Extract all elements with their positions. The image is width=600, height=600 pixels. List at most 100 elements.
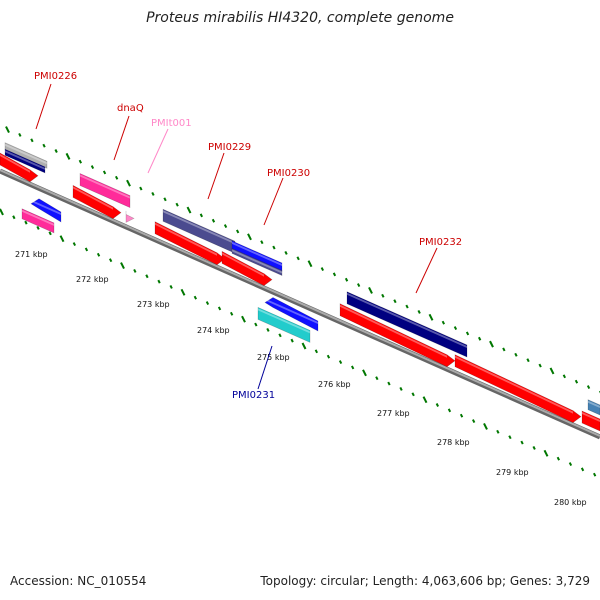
tick-label-278: 278 kbp	[437, 438, 470, 447]
outer-tick	[90, 165, 95, 170]
outer-tick	[151, 191, 155, 196]
outer-tick	[272, 245, 276, 250]
feature-magenta-reverse-left-highlight	[22, 209, 54, 226]
inner-tick	[568, 462, 573, 466]
tick-label-279: 279 kbp	[496, 468, 529, 477]
inner-tick	[48, 231, 52, 236]
outer-tick	[441, 320, 445, 325]
outer-tick	[562, 374, 566, 379]
outer-tick-ring	[5, 126, 600, 394]
leader-pmit001	[147, 128, 169, 174]
outer-tick	[332, 272, 337, 277]
tick-label-274: 274 kbp	[197, 326, 230, 335]
inner-tick	[362, 369, 367, 377]
feature-pmi0226-cds-highlight	[0, 154, 30, 173]
outer-tick	[175, 202, 179, 207]
feature-pmi0232-cds-a	[339, 303, 456, 368]
inner-tick	[543, 449, 549, 457]
inner-tick	[217, 306, 222, 311]
inner-tick	[145, 274, 149, 279]
feature-pmi0230-cds	[221, 250, 273, 286]
leader-pmi0229	[207, 152, 225, 200]
outer-tick	[139, 186, 143, 191]
inner-tick	[133, 268, 137, 273]
outer-tick	[247, 233, 252, 241]
feature-pmi0232-cds-b-highlight	[455, 355, 573, 414]
inner-tick	[496, 429, 500, 434]
outer-tick	[126, 179, 131, 187]
inner-tick	[120, 262, 125, 269]
gene-label-pmi0229: PMI0229	[208, 142, 251, 153]
outer-tick	[186, 206, 192, 214]
feature-pmi0232-navy	[346, 291, 468, 358]
feature-cds-edge-highlight	[582, 412, 600, 422]
feature-pmi0230-slate	[231, 247, 283, 276]
feature-pmi0231-cyan-highlight	[258, 308, 310, 334]
tick-label-271: 271 kbp	[15, 250, 48, 259]
gene-labels: PMI0226 dnaQ PMIt001 PMI0229 PMI0230 PMI…	[34, 71, 462, 401]
outer-tick	[320, 267, 324, 271]
inner-tick	[314, 349, 318, 354]
inner-tick	[351, 365, 355, 370]
outer-tick	[5, 126, 10, 133]
inner-tick-ring	[0, 208, 597, 477]
tick-label-275: 275 kbp	[257, 353, 290, 362]
outer-tick	[344, 277, 349, 282]
outer-tick	[307, 260, 313, 268]
inner-tick	[290, 338, 294, 343]
outer-tick	[393, 299, 397, 304]
gene-label-dnaq: dnaQ	[117, 103, 144, 114]
feature-pmi0229-cds	[154, 221, 226, 266]
feature-gray-bar-highlight	[5, 143, 47, 165]
feature-steelblue-edge	[587, 399, 600, 416]
tick-label-276: 276 kbp	[318, 380, 351, 389]
features	[0, 142, 600, 432]
feature-dnaq-cds	[72, 184, 122, 219]
inner-tick	[375, 376, 379, 381]
inner-tick	[72, 242, 76, 247]
inner-tick	[109, 258, 113, 263]
outer-tick	[115, 175, 119, 180]
outer-tick	[30, 138, 34, 143]
inner-tick	[411, 392, 415, 397]
inner-tick	[422, 396, 428, 404]
inner-tick	[254, 322, 258, 327]
tick-label-277: 277 kbp	[377, 409, 410, 418]
inner-tick	[205, 301, 210, 306]
genome-backbone-highlight	[0, 169, 600, 437]
outer-tick	[549, 367, 555, 375]
outer-tick	[428, 313, 434, 321]
feature-navy-bar-left	[4, 148, 46, 174]
leader-dnaq	[113, 115, 130, 161]
outer-tick	[381, 293, 385, 298]
outer-tick	[236, 229, 240, 234]
accession-text: Accession: NC_010554	[10, 574, 146, 588]
inner-tick	[266, 327, 270, 332]
outer-tick	[586, 385, 591, 389]
inner-tick	[472, 419, 476, 424]
gene-label-pmit001: PMIt001	[151, 118, 192, 129]
feature-dnaq-cds-highlight	[73, 186, 113, 210]
inner-tick	[459, 413, 464, 418]
gene-label-pmi0226: PMI0226	[34, 71, 77, 82]
inner-tick	[230, 311, 234, 316]
inner-tick	[520, 440, 524, 445]
inner-tick	[12, 215, 16, 220]
outer-tick	[260, 240, 264, 245]
feature-pmit001-trna	[125, 210, 135, 223]
outer-tick	[489, 340, 494, 348]
outer-tick	[284, 250, 288, 255]
inner-tick	[301, 342, 307, 350]
outer-tick	[223, 224, 228, 229]
leader-pmi0226	[35, 83, 52, 130]
inner-tick	[157, 279, 161, 284]
feature-pmi0231-blue	[264, 297, 319, 332]
inner-tick	[36, 226, 40, 230]
feature-pmi0229-cds-highlight	[155, 222, 217, 256]
map-title: Proteus mirabilis HI4320, complete genom…	[146, 10, 454, 26]
outer-tick	[465, 331, 470, 336]
inner-tick	[59, 235, 65, 243]
outer-tick	[478, 336, 482, 341]
tick-label-272: 272 kbp	[76, 275, 109, 284]
outer-tick	[453, 326, 458, 330]
